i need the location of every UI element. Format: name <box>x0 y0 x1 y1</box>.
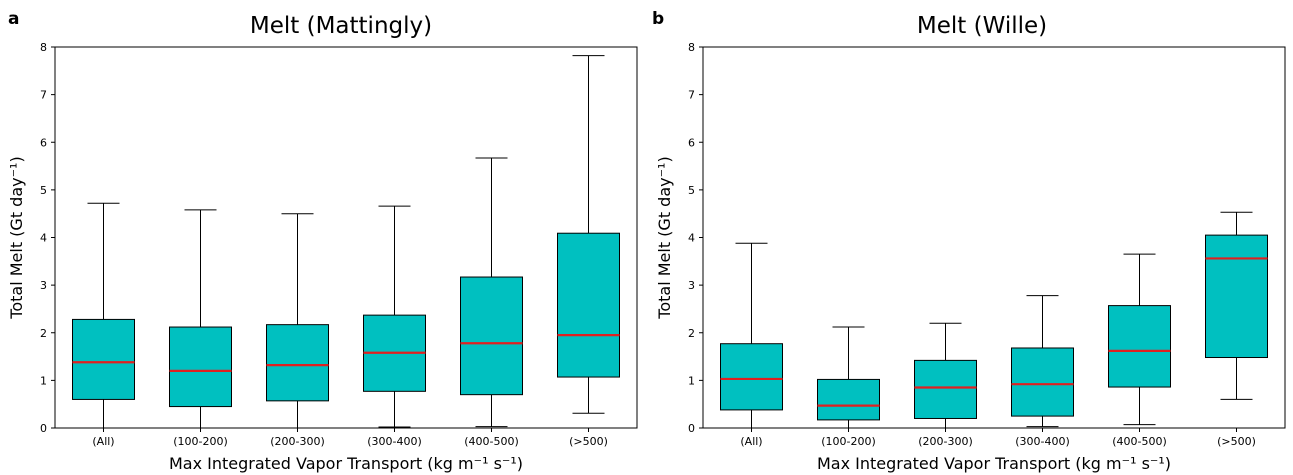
x-tick-label: (300-400) <box>367 435 422 448</box>
x-tick-label: (All) <box>740 435 762 448</box>
box-1 <box>169 209 232 429</box>
y-axis-label: Total Melt (Gt day⁻¹) <box>7 156 26 319</box>
x-tick-label: (100-200) <box>173 435 228 448</box>
iqr-box <box>72 318 135 400</box>
y-tick-label: 1 <box>40 374 47 387</box>
y-tick-label: 7 <box>688 89 695 102</box>
box-5 <box>557 55 620 414</box>
plot-frame <box>702 46 1286 429</box>
box-3 <box>363 205 426 428</box>
box-1 <box>817 326 880 429</box>
y-tick-label: 8 <box>40 41 47 54</box>
box-4 <box>1108 253 1171 426</box>
x-axis-label: Max Integrated Vapor Transport (kg m⁻¹ s… <box>817 454 1171 473</box>
y-tick-label: 8 <box>688 41 695 54</box>
panel-b: b Melt (Wille) 0 1 2 3 4 5 6 7 8 (All) (100-200) (200… <box>652 9 1286 473</box>
y-tick-label: 6 <box>688 136 695 149</box>
box-2 <box>266 213 329 429</box>
box-3 <box>1011 295 1074 428</box>
x-tick-label: (400-500) <box>464 435 519 448</box>
iqr-box <box>1108 305 1171 388</box>
y-tick-label: 0 <box>688 422 695 435</box>
x-tick-label: (400-500) <box>1112 435 1167 448</box>
iqr-box <box>1205 234 1268 359</box>
x-tick-label: (200-300) <box>918 435 973 448</box>
iqr-box <box>266 324 329 402</box>
y-axis-label: Total Melt (Gt day⁻¹) <box>655 156 674 319</box>
y-tick-label: 0 <box>40 422 47 435</box>
iqr-box <box>817 378 880 421</box>
box-5 <box>1205 211 1268 400</box>
panel-a: a Melt (Mattingly) 0 1 2 3 4 5 6 7 8 (All) (100-200)… <box>7 9 638 473</box>
iqr-box <box>914 359 977 419</box>
x-tick-label: (All) <box>92 435 114 448</box>
x-tick-label: (>500) <box>569 435 608 448</box>
box-2 <box>914 322 977 429</box>
y-tick-label: 5 <box>40 184 47 197</box>
iqr-box <box>169 326 232 408</box>
iqr-box <box>460 276 523 396</box>
iqr-box <box>1011 347 1074 417</box>
y-tick-label: 3 <box>40 279 47 292</box>
panel-letter: a <box>8 9 19 29</box>
y-tick-label: 7 <box>40 89 47 102</box>
iqr-box <box>720 343 783 411</box>
chart-title: Melt (Mattingly) <box>250 13 432 39</box>
y-tick-label: 4 <box>688 232 695 245</box>
x-tick-label: (>500) <box>1217 435 1256 448</box>
y-tick-label: 2 <box>40 327 47 340</box>
y-tick-label: 4 <box>40 232 47 245</box>
y-tick-label: 5 <box>688 184 695 197</box>
y-tick-label: 6 <box>40 136 47 149</box>
x-tick-label: (100-200) <box>821 435 876 448</box>
box-0 <box>720 242 783 429</box>
box-0 <box>72 202 135 429</box>
y-tick-label: 2 <box>688 327 695 340</box>
chart-title: Melt (Wille) <box>917 13 1047 39</box>
y-tick-label: 3 <box>688 279 695 292</box>
box-4 <box>460 157 523 428</box>
x-tick-label: (300-400) <box>1015 435 1070 448</box>
plot-frame <box>54 46 638 429</box>
x-axis-label: Max Integrated Vapor Transport (kg m⁻¹ s… <box>169 454 523 473</box>
panel-letter: b <box>652 9 664 29</box>
y-tick-label: 1 <box>688 374 695 387</box>
x-tick-label: (200-300) <box>270 435 325 448</box>
iqr-box <box>557 232 620 378</box>
